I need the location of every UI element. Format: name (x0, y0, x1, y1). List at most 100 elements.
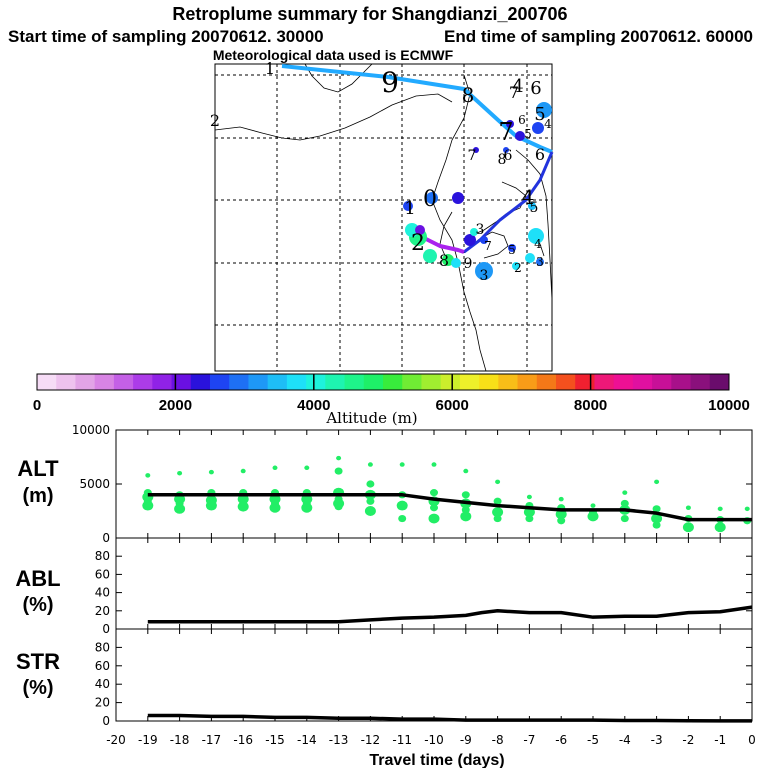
x-tick-label: -12 (361, 733, 381, 747)
altitude-cluster-dot (145, 473, 151, 478)
trajectory-track (281, 64, 553, 154)
altitude-cluster-dot (399, 462, 405, 467)
map-day-label: 2 (411, 231, 425, 256)
map-day-label: 4 (544, 117, 552, 131)
altitude-cluster-dot (205, 500, 217, 511)
altitude-cluster-dot (654, 479, 660, 485)
altitude-cluster-dot (174, 503, 186, 514)
x-tick-label: -20 (106, 733, 126, 747)
map-day-label: 5 (530, 200, 539, 216)
altitude-cluster-dot (493, 497, 502, 505)
trajectory-cluster-dot (403, 201, 413, 211)
trajectory-tracks (281, 64, 554, 254)
altitude-cluster-dot (431, 462, 437, 467)
map-day-label: 0 (423, 187, 437, 212)
altitude-cluster-dot (367, 462, 373, 467)
colorbar-tick-label: 0 (33, 397, 41, 414)
altitude-cluster-dot (336, 455, 342, 461)
altitude-cluster-dot (557, 517, 566, 525)
altitude-cluster-dot (237, 501, 249, 512)
colorbar-segment (671, 374, 692, 390)
map-day-label: 6 (535, 145, 545, 164)
altitude-cluster-dot (208, 469, 214, 475)
altitude-cluster-dot (717, 506, 723, 512)
altitude-cluster-dot (587, 511, 599, 522)
colorbar-segment (133, 374, 153, 390)
map-day-label: 7 (498, 118, 513, 146)
altitude-cluster-dot (272, 465, 278, 471)
colorbar-segment (190, 374, 211, 390)
trajectory-cluster-dot (536, 258, 544, 266)
y-tick-label: 40 (95, 586, 110, 600)
colorbar-segment (229, 374, 249, 390)
colorbar-segment (536, 374, 557, 390)
colorbar-segment (709, 374, 730, 390)
trajectory-cluster-dot (536, 102, 552, 118)
trajectory-cluster-dot (415, 225, 425, 235)
x-tick-label: -15 (265, 733, 285, 747)
map-day-label: 1 (265, 59, 275, 78)
colorbar-segment (113, 374, 134, 390)
altitude-cluster-dot (177, 470, 183, 476)
trajectory-cluster-dot (532, 122, 544, 134)
trajectory-cluster-dot (512, 262, 520, 270)
trajectory-cluster-dot (464, 234, 476, 246)
colorbar-segment (402, 374, 422, 390)
colorbar-tick-labels: 0 2000 4000 6000 8000 10000 (33, 397, 750, 414)
altitude-colorbar (36, 373, 730, 391)
panel-frame-str (115, 628, 753, 722)
colorbar-segment (94, 374, 115, 390)
x-tick-label: -9 (460, 733, 472, 747)
trajectory-track (419, 234, 465, 254)
altitude-cluster-dot (334, 467, 343, 475)
trajectory-cluster-dot (405, 223, 419, 237)
colorbar-segment (556, 374, 576, 390)
series-line-alt (147, 493, 752, 522)
y-tick-label: 80 (95, 549, 110, 563)
altitude-cluster-dot (364, 506, 376, 516)
altitude-cluster-dot (142, 500, 154, 511)
altitude-cluster-dot (461, 491, 470, 499)
altitude-cluster-dot (590, 503, 596, 508)
x-axis-label: Travel time (days) (369, 752, 504, 768)
colorbar-segment (613, 374, 634, 390)
altitude-cluster-dot (651, 513, 663, 524)
trajectory-cluster-dot (470, 228, 478, 236)
altitude-cluster-dot (430, 489, 438, 497)
trajectory-cluster-dot (475, 262, 493, 280)
panel-label-abl: ABL (15, 566, 60, 591)
colorbar-segment (56, 374, 76, 390)
altitude-cluster-dot (495, 479, 501, 485)
colorbar-segment (690, 374, 711, 390)
y-tick-label: 60 (95, 659, 110, 673)
series-line-abl (147, 605, 753, 624)
map-day-label: 6 (504, 148, 513, 164)
altitude-cluster-dot (652, 521, 661, 529)
altitude-cluster-dot (555, 509, 567, 520)
map-day-label: 1 (404, 198, 415, 219)
map-day-label: 6 (518, 113, 526, 127)
panel-unit-str: (%) (22, 677, 53, 699)
panel-unit-abl: (%) (22, 594, 53, 616)
x-tick-label: -2 (682, 733, 694, 747)
colorbar-segment (479, 374, 499, 390)
map-day-label: 3 (476, 222, 485, 238)
x-tick-label: -6 (555, 733, 567, 747)
x-tick-label: -10 (424, 733, 444, 747)
trajectory-clusters (403, 102, 552, 280)
altitude-cluster-dot (366, 497, 375, 505)
trajectory-cluster-dot (451, 258, 461, 268)
altitude-cluster-dot (396, 500, 408, 511)
colorbar-segment (325, 374, 346, 390)
x-tick-label: -17 (202, 733, 222, 747)
y-tick-label: 60 (95, 567, 110, 581)
colorbar-tick-label: 6000 (436, 397, 469, 414)
colorbar-segment (267, 374, 288, 390)
altitude-cluster-dot (622, 490, 628, 495)
colorbar-segment (248, 374, 269, 390)
y-tick-label: 0 (102, 714, 110, 728)
y-tick-label: 5000 (79, 477, 110, 491)
x-tick-label: -13 (329, 733, 349, 747)
colorbar-segment (652, 374, 672, 390)
altitude-cluster-dot (334, 503, 343, 511)
